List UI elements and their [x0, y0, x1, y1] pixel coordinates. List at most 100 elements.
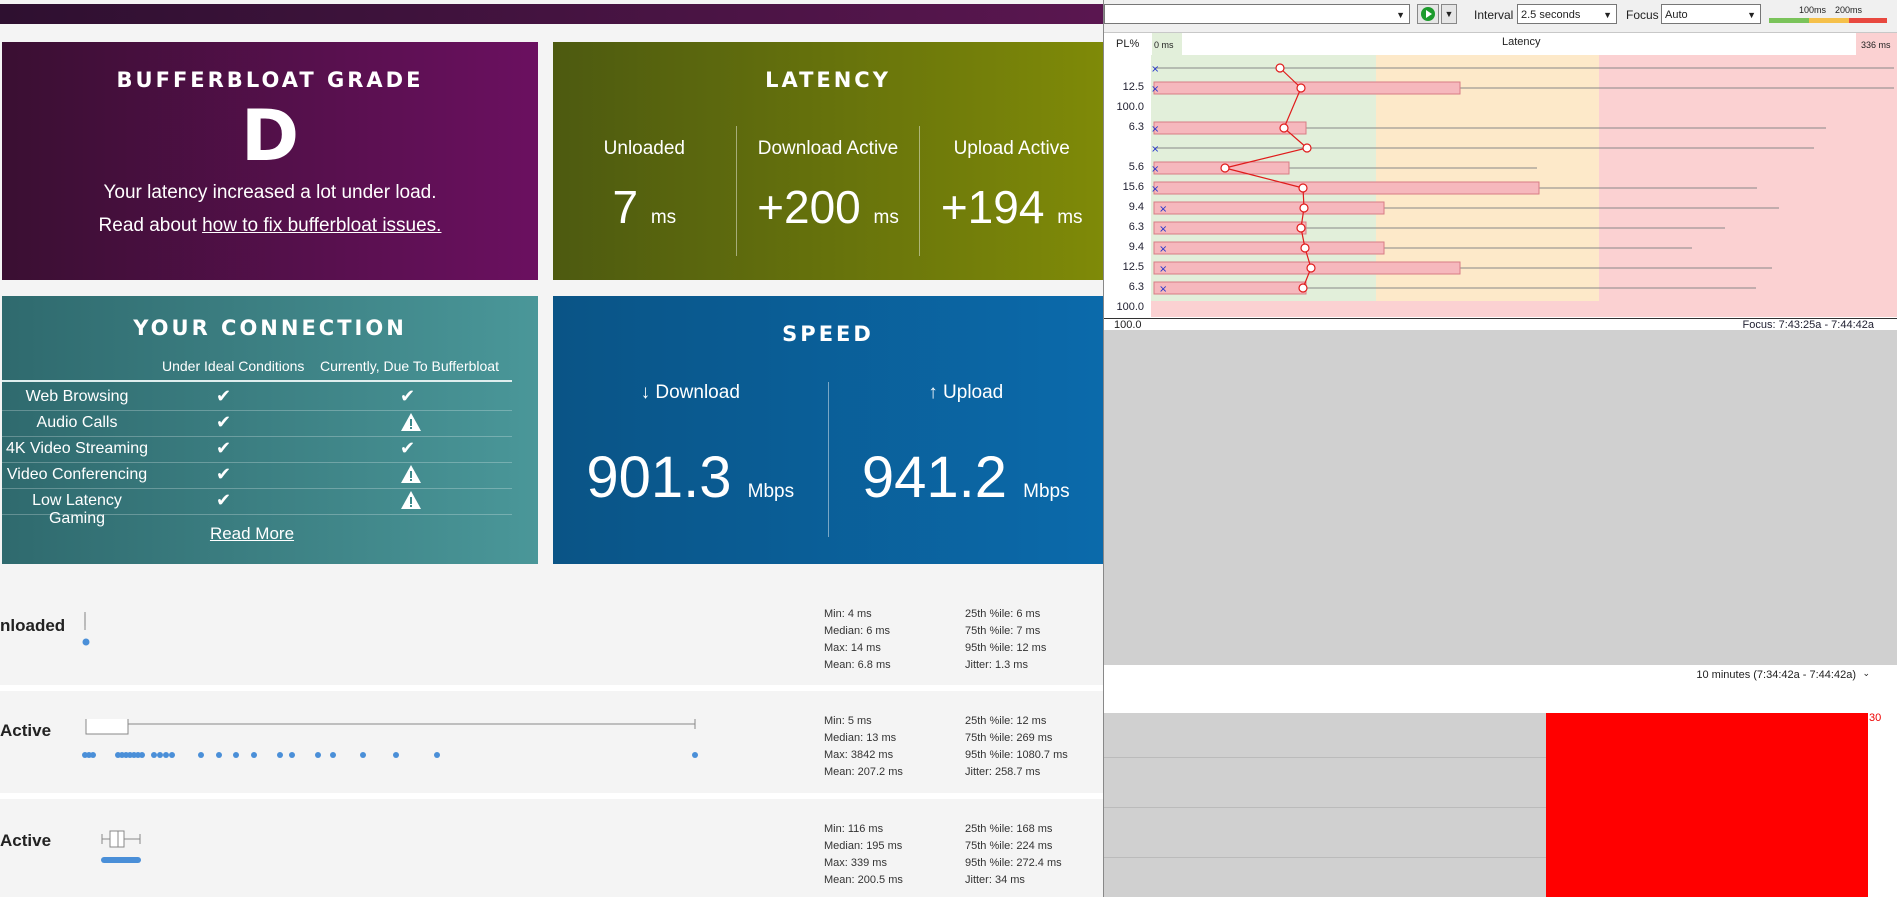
- svg-text:×: ×: [1159, 284, 1167, 295]
- bufferbloat-grade-panel: BUFFERBLOAT GRADE D Your latency increas…: [2, 42, 538, 280]
- target-select[interactable]: ▼: [1104, 4, 1410, 24]
- connection-title: YOUR CONNECTION: [133, 316, 407, 340]
- stats-col-b: 25th %ile: 12 ms 75th %ile: 269 ms 95th …: [965, 713, 1068, 781]
- speed-upload: ↑ Upload 941.2 Mbps: [827, 382, 1104, 537]
- read-prefix: Read about: [98, 215, 203, 236]
- svg-text:×: ×: [1159, 224, 1167, 235]
- zero-ms-label: 0 ms: [1154, 40, 1174, 50]
- connection-row: Audio Calls ✔: [2, 411, 512, 437]
- latency-download-active: Download Active +200 ms: [735, 126, 920, 256]
- row-label: Active: [0, 831, 52, 850]
- latency-col-label: Download Active: [757, 138, 899, 159]
- start-options-dropdown[interactable]: ▼: [1441, 4, 1457, 24]
- stat: Min: 116 ms: [824, 823, 884, 835]
- unloaded-boxplot: [82, 612, 90, 646]
- col-current-header: Currently, Due To Bufferbloat: [320, 358, 499, 374]
- latency-col-label: Upload Active: [953, 138, 1070, 159]
- row-separator: [0, 793, 1103, 799]
- stats-col-b: 25th %ile: 6 ms 75th %ile: 7 ms 95th %il…: [965, 606, 1046, 674]
- svg-text:×: ×: [1151, 64, 1159, 75]
- warning-icon: [401, 491, 421, 509]
- upload-boxplot: [101, 830, 141, 863]
- stat: Median: 13 ms: [824, 732, 897, 744]
- stat: Max: 14 ms: [824, 642, 881, 654]
- timeline-header: 10 minutes (7:34:42a - 7:44:42a) ⌄: [1104, 665, 1897, 694]
- stat: Max: 3842 ms: [824, 749, 894, 761]
- grade-title: BUFFERBLOAT GRADE: [116, 68, 424, 92]
- check-icon: ✔: [400, 438, 416, 458]
- speed-panel: SPEED ↓ Download 901.3 Mbps ↑ Upload 941…: [553, 296, 1103, 564]
- row-label: nloaded: [0, 616, 66, 635]
- timeline-max: 30: [1869, 712, 1882, 724]
- header-bar: [0, 4, 1103, 24]
- interval-value: 2.5 seconds: [1521, 9, 1581, 21]
- bufferbloat-test-page: BUFFERBLOAT GRADE D Your latency increas…: [0, 4, 1103, 897]
- warning-icon-wrap: [400, 490, 422, 515]
- stat: 25th %ile: 12 ms: [965, 715, 1047, 727]
- timeline-range[interactable]: 10 minutes (7:34:42a - 7:44:42a): [1696, 669, 1856, 681]
- speed-title: SPEED: [782, 322, 874, 346]
- stat: Median: 195 ms: [824, 840, 903, 852]
- warning-icon-wrap: [400, 412, 422, 437]
- stat: Mean: 6.8 ms: [824, 659, 891, 671]
- connection-row-name: Video Conferencing: [6, 466, 148, 483]
- latency-col-label: Unloaded: [603, 138, 685, 159]
- start-button[interactable]: [1417, 4, 1439, 24]
- interval-label: Interval: [1474, 8, 1514, 22]
- download-boxplot: [82, 719, 698, 758]
- latency-col-unit: ms: [650, 207, 677, 228]
- chevron-down-icon: ▼: [1396, 10, 1405, 20]
- warning-icon-wrap: [400, 464, 422, 489]
- download-unit: Mbps: [747, 481, 795, 502]
- stat: Min: 4 ms: [824, 608, 872, 620]
- hop-pl-value: 5.6: [1128, 161, 1144, 173]
- chevron-down-icon: ▼: [1747, 10, 1756, 20]
- stat: 75th %ile: 224 ms: [965, 840, 1053, 852]
- stats-col-a: Min: 116 ms Median: 195 ms Max: 339 ms M…: [824, 821, 903, 889]
- connection-row: 4K Video Streaming ✔ ✔: [2, 437, 512, 463]
- svg-text:×: ×: [1159, 204, 1167, 215]
- check-icon: ✔: [216, 438, 232, 458]
- hop-pl-value: 6.3: [1128, 121, 1144, 133]
- focus-label: Focus: [1626, 8, 1659, 22]
- svg-text:×: ×: [1159, 264, 1167, 275]
- focus-value: Auto: [1665, 9, 1688, 21]
- check-icon: ✔: [216, 490, 232, 510]
- latency-row-unloaded: nloaded Min: 4 ms Median: 6 ms Max: 14 m…: [0, 580, 1103, 685]
- stat: Max: 339 ms: [824, 857, 887, 869]
- upload-unit: Mbps: [1023, 481, 1070, 502]
- connection-row: Web Browsing ✔ ✔: [2, 385, 512, 411]
- chevron-down-icon[interactable]: ⌄: [1862, 668, 1870, 678]
- svg-text:×: ×: [1151, 124, 1159, 135]
- stat: 25th %ile: 6 ms: [965, 608, 1041, 620]
- speed-download: ↓ Download 901.3 Mbps: [553, 382, 828, 537]
- hop-pl-value: 6.3: [1128, 281, 1144, 293]
- latency-panel: LATENCY Unloaded 7 ms Download Active +2…: [553, 42, 1103, 280]
- stats-col-a: Min: 4 ms Median: 6 ms Max: 14 ms Mean: …: [824, 606, 891, 674]
- read-more-link[interactable]: Read More: [209, 524, 295, 543]
- connection-row-name: Web Browsing: [25, 388, 129, 405]
- interval-select[interactable]: 2.5 seconds ▼: [1517, 4, 1617, 24]
- col-ideal-header: Under Ideal Conditions: [162, 358, 305, 374]
- stat: 95th %ile: 12 ms: [965, 642, 1047, 654]
- connection-row-name: Low Latency Gaming: [32, 492, 122, 527]
- stats-col-b: 25th %ile: 168 ms 75th %ile: 224 ms 95th…: [965, 821, 1062, 889]
- latency-row-upload-active: Active Min: 116 ms Median: 195 ms Max: 3…: [0, 799, 1103, 897]
- grade-letter: D: [240, 95, 300, 177]
- svg-text:×: ×: [1151, 164, 1159, 175]
- scale-100: 100ms: [1799, 5, 1827, 15]
- check-icon: ✔: [400, 386, 416, 406]
- max-ms-label: 336 ms: [1861, 40, 1891, 50]
- focus-select[interactable]: Auto ▼: [1661, 4, 1761, 24]
- fix-bufferbloat-link[interactable]: how to fix bufferbloat issues.: [202, 215, 442, 236]
- hop-pl-value: 15.6: [1122, 181, 1144, 193]
- stat: Jitter: 34 ms: [965, 874, 1025, 886]
- stat: 95th %ile: 1080.7 ms: [965, 749, 1068, 761]
- stat: 75th %ile: 269 ms: [965, 732, 1053, 744]
- graph-header: PL% 0 ms Latency 336 ms: [1104, 33, 1897, 56]
- scale-200: 200ms: [1835, 5, 1863, 15]
- grade-message: Your latency increased a lot under load.: [103, 182, 437, 203]
- warning-icon: [401, 465, 421, 483]
- latency-header: Latency: [1502, 36, 1541, 48]
- svg-text:×: ×: [1159, 244, 1167, 255]
